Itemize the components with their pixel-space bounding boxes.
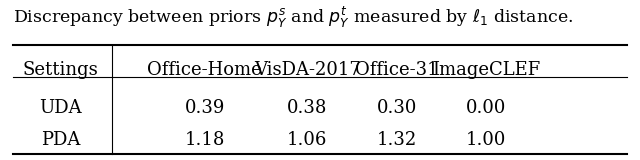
Text: UDA: UDA [40,99,82,117]
Text: VisDA-2017: VisDA-2017 [254,61,360,79]
Text: 1.18: 1.18 [184,131,225,149]
Text: 0.30: 0.30 [376,99,417,117]
Text: 0.39: 0.39 [184,99,225,117]
Text: 0.00: 0.00 [466,99,507,117]
Text: 1.32: 1.32 [377,131,417,149]
Text: ImageCLEF: ImageCLEF [432,61,541,79]
Text: PDA: PDA [41,131,81,149]
Text: 1.00: 1.00 [466,131,507,149]
Text: Discrepancy between priors $p_Y^s$ and $p_Y^t$ measured by $\ell_1$ distance.: Discrepancy between priors $p_Y^s$ and $… [13,5,573,30]
Text: Settings: Settings [23,61,99,79]
Text: Office-31: Office-31 [355,61,438,79]
Text: 0.38: 0.38 [287,99,328,117]
Text: 1.06: 1.06 [287,131,328,149]
Text: Office-Home: Office-Home [147,61,262,79]
